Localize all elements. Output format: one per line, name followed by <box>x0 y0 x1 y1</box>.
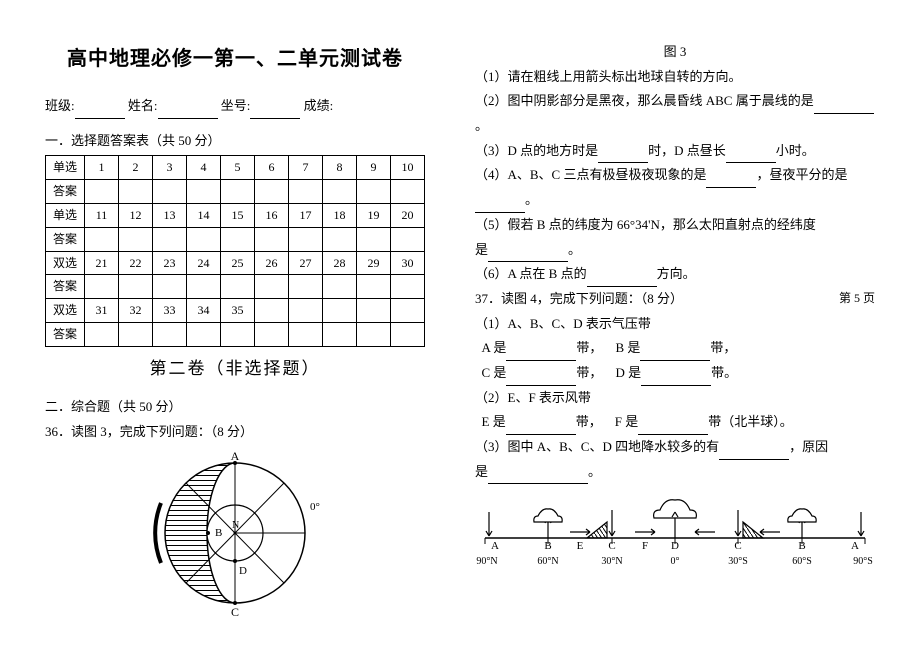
table-row: 单选 11121314151617181920 <box>46 203 425 227</box>
q6: （6）A 点在 B 点的方向。 <box>475 262 875 287</box>
blank <box>475 198 525 213</box>
blank <box>506 420 576 435</box>
p2: （2）E、F 表示风带 <box>475 386 875 411</box>
blank <box>587 272 657 287</box>
svg-text:60°S: 60°S <box>792 556 812 567</box>
row-label: 双选 <box>46 299 85 323</box>
row-label: 答案 <box>46 180 85 204</box>
section1-header: 一．选择题答案表（共 50 分） <box>45 129 425 154</box>
table-row: 双选 21222324252627282930 <box>46 251 425 275</box>
fig3-caption: 图 3 <box>475 40 875 65</box>
line-EF: E 是带， F 是带（北半球）。 <box>475 410 875 435</box>
name-label: 姓名: <box>128 98 158 113</box>
blank <box>506 371 576 386</box>
row-label: 答案 <box>46 227 85 251</box>
row-label: 答案 <box>46 322 85 346</box>
table-row: 双选 3132333435 <box>46 299 425 323</box>
label-C: C <box>231 605 239 618</box>
student-info: 班级: 姓名: 坐号: 成绩: <box>45 94 425 119</box>
volume2-title: 第二卷（非选择题） <box>45 353 425 385</box>
label-D: D <box>239 565 247 577</box>
blank <box>506 346 576 361</box>
p3: （3）图中 A、B、C、D 四地降水较多的有，原因 <box>475 435 875 460</box>
lbl: B <box>798 540 805 552</box>
class-label: 班级: <box>45 98 75 113</box>
line-CD: C 是带， D 是带。 <box>475 361 875 386</box>
blank <box>814 99 874 114</box>
svg-text:30°S: 30°S <box>728 556 748 567</box>
blank <box>706 173 756 188</box>
blank <box>726 148 776 163</box>
table-row: 答案 <box>46 322 425 346</box>
lbl: F <box>642 540 648 552</box>
p3b: 是。 <box>475 460 875 485</box>
lbl: A <box>491 540 499 552</box>
q37: 37．读图 4，完成下列问题：（8 分） 第 5 页 <box>475 287 875 312</box>
q36: 36．读图 3，完成下列问题：（8 分） <box>45 420 425 445</box>
q5b: 是。 <box>475 238 875 263</box>
svg-text:60°N: 60°N <box>537 556 558 567</box>
name-blank <box>158 104 218 119</box>
row-label: 答案 <box>46 275 85 299</box>
table-row: 单选 12345678910 <box>46 156 425 180</box>
row-label: 单选 <box>46 203 85 227</box>
table-row: 答案 <box>46 180 425 204</box>
p1: （1）A、B、C、D 表示气压带 <box>475 312 875 337</box>
lbl: A <box>851 540 859 552</box>
class-blank <box>75 104 125 119</box>
blank <box>641 371 711 386</box>
lbl: E <box>577 540 584 552</box>
seat-blank <box>250 104 300 119</box>
lbl: C <box>734 540 741 552</box>
svg-text:90°N: 90°N <box>476 556 497 567</box>
page-marker: 第 5 页 <box>839 287 875 312</box>
label-A: A <box>231 449 240 463</box>
svg-text:0°: 0° <box>671 556 680 567</box>
svg-text:30°N: 30°N <box>601 556 622 567</box>
score-label: 成绩: <box>304 98 334 113</box>
doc-title: 高中地理必修一第一、二单元测试卷 <box>45 40 425 78</box>
q3: （3）D 点的地方时是时，D 点昼长小时。 <box>475 139 875 164</box>
blank <box>488 247 568 262</box>
q2: （2）图中阴影部分是黑夜，那么晨昏线 ABC 属于晨线的是。 <box>475 89 875 138</box>
label-0deg: 0° <box>310 501 320 513</box>
lbl: C <box>608 540 615 552</box>
row-label: 双选 <box>46 251 85 275</box>
svg-text:90°S: 90°S <box>853 556 873 567</box>
table-row: 答案 <box>46 227 425 251</box>
section2-header: 二．综合题（共 50 分） <box>45 395 425 420</box>
seat-label: 坐号: <box>221 98 251 113</box>
label-N: N <box>232 520 239 531</box>
q1: （1）请在粗线上用箭头标出地球自转的方向。 <box>475 65 875 90</box>
blank <box>598 148 648 163</box>
line-AB: A 是带， B 是带， <box>475 336 875 361</box>
table-row: 答案 <box>46 275 425 299</box>
q4: （4）A、B、C 三点有极昼极夜现象的是，昼夜平分的是。 <box>475 163 875 212</box>
figure-4: A B E C F D C B A 90°N 60°N 30°N 0° 30°S <box>475 492 875 576</box>
blank <box>488 469 588 484</box>
row-label: 单选 <box>46 156 85 180</box>
label-B: B <box>215 527 222 539</box>
figure-3: A B C D N 0° <box>45 448 425 627</box>
blank <box>638 420 708 435</box>
answer-table: 单选 12345678910 答案 单选 1112131415161718192… <box>45 155 425 346</box>
lbl: D <box>671 540 679 552</box>
q5: （5）假若 B 点的纬度为 66°34'N，那么太阳直射点的经纬度 <box>475 213 875 238</box>
blank <box>640 346 710 361</box>
lbl: B <box>544 540 551 552</box>
blank <box>719 445 789 460</box>
